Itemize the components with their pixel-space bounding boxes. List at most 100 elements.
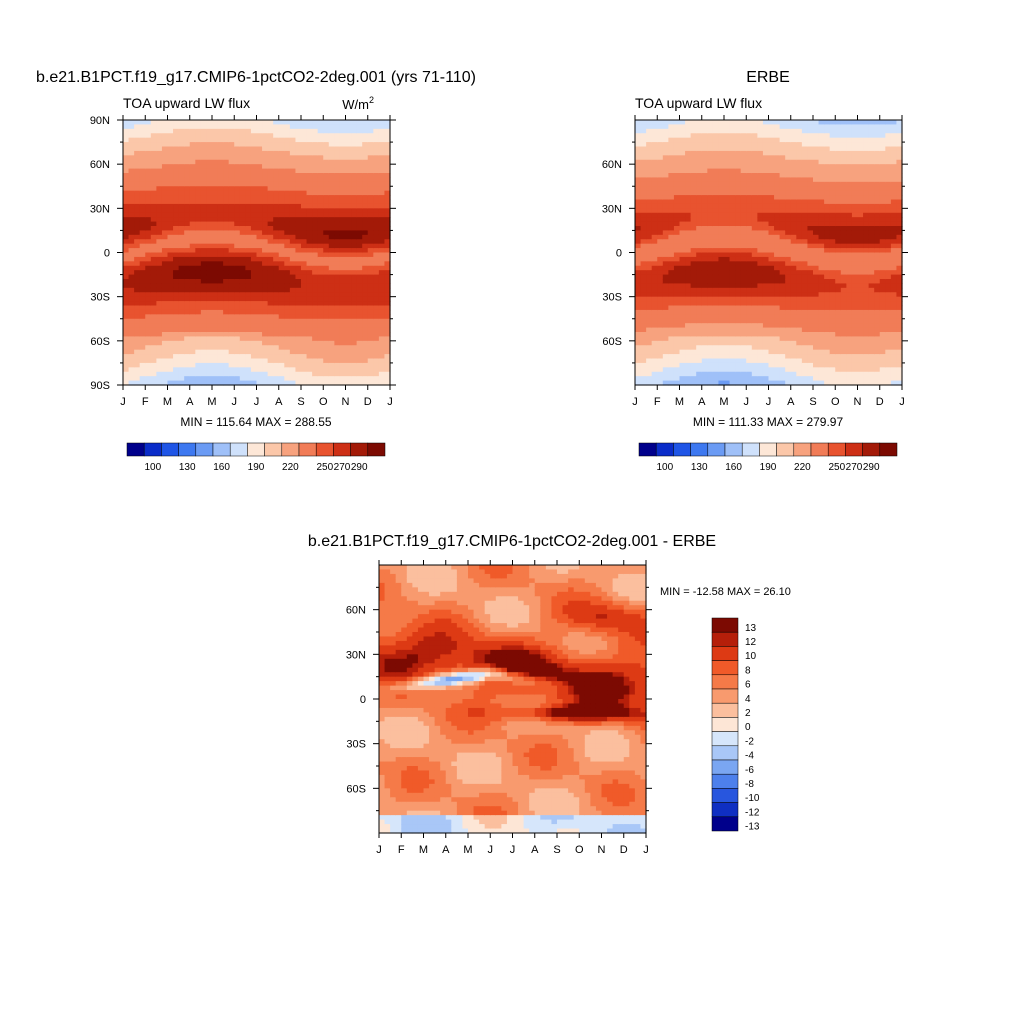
heatmap-cell xyxy=(323,133,330,139)
heatmap-cell xyxy=(301,186,308,192)
heatmap-cell xyxy=(635,283,642,289)
heatmap-cell xyxy=(356,279,363,285)
heatmap-cell xyxy=(685,203,692,209)
heatmap-cell xyxy=(289,376,297,382)
heatmap-cell xyxy=(245,120,252,126)
heatmap-cell xyxy=(690,146,697,152)
heatmap-cell xyxy=(267,150,274,156)
heatmap-cell xyxy=(234,296,241,302)
heatmap-cell xyxy=(339,287,347,293)
heatmap-cell xyxy=(673,239,681,245)
heatmap-cell xyxy=(701,332,708,338)
heatmap-cell xyxy=(796,332,803,338)
heatmap-cell xyxy=(184,128,191,134)
heatmap-cell xyxy=(139,305,146,311)
heatmap-cell xyxy=(145,318,152,324)
heatmap-cell xyxy=(334,301,341,307)
heatmap-cell xyxy=(718,190,725,196)
heatmap-cell xyxy=(373,261,380,267)
heatmap-cell xyxy=(740,164,747,170)
heatmap-cell xyxy=(173,120,180,126)
heatmap-cell xyxy=(345,314,352,320)
heatmap-cell xyxy=(273,332,280,338)
heatmap-cell xyxy=(373,309,380,315)
heatmap-cell xyxy=(701,305,708,311)
heatmap-cell xyxy=(223,173,230,179)
heatmap-cell xyxy=(668,270,675,276)
heatmap-cell xyxy=(673,323,681,329)
heatmap-cell xyxy=(696,146,703,152)
heatmap-cell xyxy=(362,124,369,130)
heatmap-cell xyxy=(234,146,241,152)
heatmap-cell xyxy=(735,345,742,351)
heatmap-cell xyxy=(724,234,731,240)
heatmap-cell xyxy=(189,199,196,205)
colorbar-label: 290 xyxy=(351,462,368,473)
heatmap-cell xyxy=(150,367,157,373)
heatmap-cell xyxy=(206,155,213,161)
heatmap-cell xyxy=(184,239,191,245)
heatmap-cell xyxy=(284,159,291,165)
heatmap-cell xyxy=(746,349,753,355)
heatmap-cell xyxy=(635,195,642,201)
heatmap-cell xyxy=(212,181,219,187)
heatmap-cell xyxy=(673,195,681,201)
heatmap-cell xyxy=(351,159,358,165)
heatmap-cell xyxy=(712,380,720,386)
x-tick-label: J xyxy=(232,396,238,408)
heatmap-cell xyxy=(250,283,258,289)
heatmap-cell xyxy=(323,164,330,170)
heatmap-cell xyxy=(273,283,280,289)
heatmap-cell xyxy=(818,190,825,196)
heatmap-cell xyxy=(328,208,335,214)
heatmap-cell xyxy=(323,128,330,134)
heatmap-cell xyxy=(796,195,803,201)
heatmap-cell xyxy=(189,380,196,386)
heatmap-cell xyxy=(295,239,302,245)
heatmap-cell xyxy=(373,332,380,338)
heatmap-cell xyxy=(356,261,363,267)
heatmap-cell xyxy=(328,345,335,351)
heatmap-cell xyxy=(779,186,786,192)
heatmap-cell xyxy=(267,380,274,386)
heatmap-cell xyxy=(651,309,658,315)
heatmap-cell xyxy=(729,137,736,143)
heatmap-cell xyxy=(657,345,664,351)
heatmap-cell xyxy=(740,292,747,298)
heatmap-cell xyxy=(145,208,152,214)
heatmap-cell xyxy=(729,128,736,134)
heatmap-cell xyxy=(301,327,308,333)
heatmap-cell xyxy=(807,301,814,307)
heatmap-cell xyxy=(662,261,669,267)
heatmap-cell xyxy=(635,208,642,214)
heatmap-cell xyxy=(223,256,230,262)
heatmap-cell xyxy=(779,208,786,214)
heatmap-cell xyxy=(245,239,252,245)
heatmap-cell xyxy=(801,243,809,249)
heatmap-cell xyxy=(635,243,642,249)
heatmap-cell xyxy=(301,256,308,262)
heatmap-cell xyxy=(718,164,725,170)
heatmap-cell xyxy=(646,212,653,218)
heatmap-cell xyxy=(278,190,285,196)
heatmap-cell xyxy=(228,309,235,315)
heatmap-cell xyxy=(785,318,792,324)
heatmap-cell xyxy=(334,340,341,346)
heatmap-cell xyxy=(212,120,219,126)
heatmap-cell xyxy=(373,279,380,285)
heatmap-cell xyxy=(273,323,280,329)
heatmap-cell xyxy=(250,292,258,298)
heatmap-cell xyxy=(746,327,753,333)
heatmap-cell xyxy=(328,181,335,187)
x-tick-label: J xyxy=(387,396,393,408)
heatmap-cell xyxy=(156,301,163,307)
heatmap-cell xyxy=(662,168,669,174)
heatmap-cell xyxy=(751,226,758,232)
heatmap-cell xyxy=(128,252,135,258)
heatmap-cell xyxy=(312,265,319,271)
heatmap-cell xyxy=(289,164,297,170)
heatmap-cell xyxy=(167,261,174,267)
heatmap-cell xyxy=(657,230,664,236)
heatmap-cell xyxy=(234,186,241,192)
heatmap-cell xyxy=(217,150,224,156)
